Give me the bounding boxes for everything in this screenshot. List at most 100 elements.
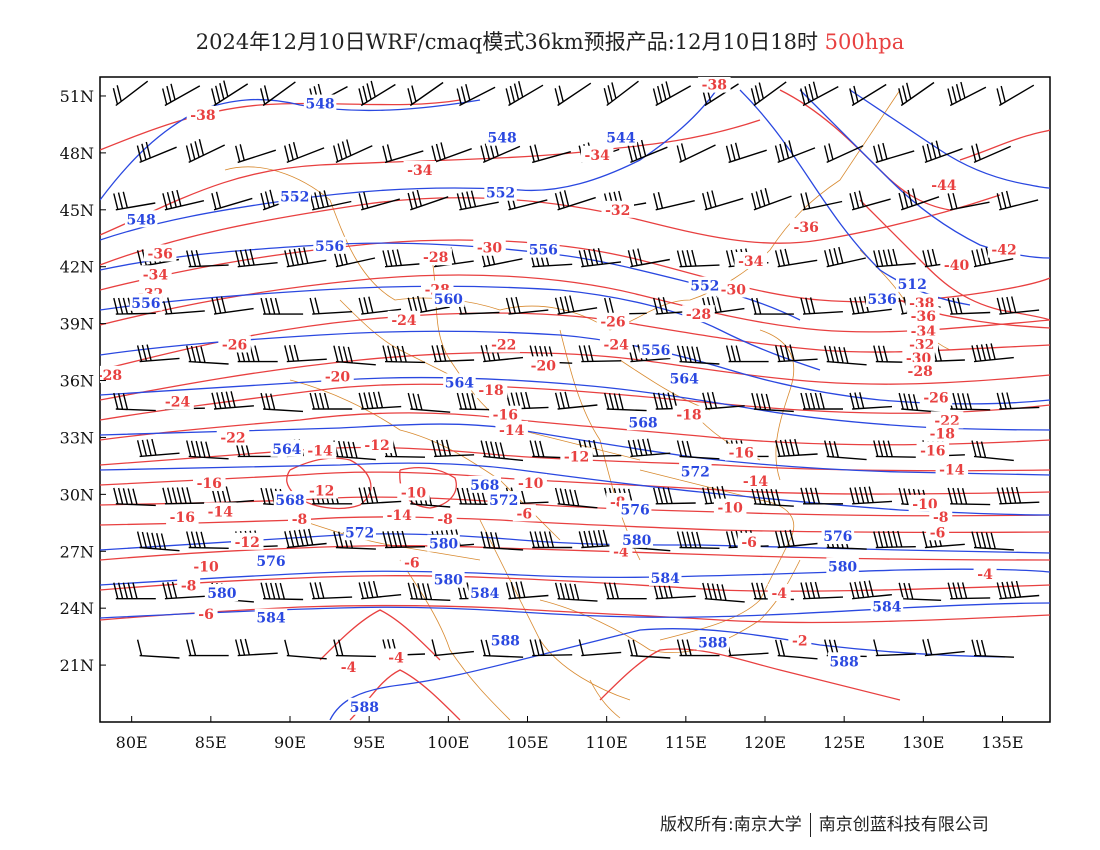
temperature-label-bg bbox=[717, 280, 750, 298]
wind-barb bbox=[873, 142, 915, 164]
height-label-bg bbox=[124, 210, 158, 228]
wind-barb bbox=[996, 84, 1035, 107]
wind-barb bbox=[873, 248, 916, 268]
temperature-label-bg bbox=[166, 508, 199, 526]
wind-barb bbox=[971, 343, 1014, 363]
wind-barb bbox=[431, 142, 472, 164]
temperature-label-bg bbox=[987, 240, 1021, 258]
temperature-label: -40 bbox=[944, 258, 970, 274]
x-tick-label: 85E bbox=[195, 733, 227, 752]
footer-right: 南京创蓝科技有限公司 bbox=[818, 815, 989, 835]
temperature-label: -22 bbox=[220, 430, 245, 446]
wind-barb bbox=[996, 190, 1039, 211]
wind-barb bbox=[849, 486, 893, 505]
wind-barb bbox=[922, 140, 963, 164]
temperature-label-bg bbox=[204, 502, 237, 520]
wind-barb bbox=[480, 343, 524, 363]
height-label: 556 bbox=[529, 243, 558, 259]
temperature-label-bg bbox=[161, 392, 194, 410]
wind-barb bbox=[947, 192, 990, 211]
temperature-label: -4 bbox=[341, 660, 357, 676]
wind-barb bbox=[849, 296, 892, 315]
footer-separator bbox=[809, 813, 811, 837]
temperature-label: -26 bbox=[222, 337, 247, 353]
height-label: 568 bbox=[275, 493, 304, 509]
temperature-label: -16 bbox=[170, 510, 195, 526]
wind-barb bbox=[480, 248, 523, 268]
wind-barb bbox=[113, 297, 156, 315]
wind-barb bbox=[505, 391, 549, 410]
height-label-bg bbox=[668, 369, 701, 387]
height-label-bg bbox=[278, 187, 311, 205]
temperature-label-bg bbox=[940, 255, 973, 273]
y-tick-label: 36N bbox=[60, 372, 94, 391]
x-tick-label: 80E bbox=[116, 733, 148, 752]
temperature-label-bg bbox=[403, 160, 437, 178]
wind-barb bbox=[505, 296, 549, 315]
wind-barb bbox=[309, 297, 353, 315]
wind-barb bbox=[456, 487, 500, 506]
wind-barb bbox=[456, 84, 496, 107]
wind-barb bbox=[554, 391, 598, 410]
wind-barb bbox=[971, 143, 1011, 164]
wind-barb bbox=[898, 392, 942, 413]
x-axis: 80E 85E 90E 95E 100E 105E 110E 115E 120E 125E 130E… bbox=[116, 716, 1024, 752]
wind-barb bbox=[211, 80, 249, 107]
height-label: 536 bbox=[868, 292, 897, 308]
wind-barb bbox=[873, 345, 916, 364]
wind-barb bbox=[627, 639, 671, 659]
temperature-label-bg bbox=[487, 335, 520, 353]
height-label-bg bbox=[205, 584, 239, 601]
temperature-label-bg bbox=[189, 557, 223, 575]
height-label: 588 bbox=[350, 700, 379, 716]
wind-barb bbox=[407, 81, 444, 107]
temperature-label: -4 bbox=[977, 567, 993, 583]
wind-barb bbox=[996, 580, 1040, 600]
height-label: 584 bbox=[872, 599, 901, 615]
wind-barb bbox=[407, 189, 449, 211]
temperature-label: -6 bbox=[741, 535, 757, 551]
wind-barb bbox=[529, 639, 573, 657]
wind-barb bbox=[849, 190, 891, 211]
wind-barb bbox=[898, 582, 942, 601]
wind-barb bbox=[578, 248, 622, 268]
height-label-bg bbox=[489, 631, 522, 649]
height-label-bg bbox=[468, 584, 501, 601]
wind-barb bbox=[407, 582, 451, 601]
temperature-label: -10 bbox=[193, 559, 219, 575]
temperature-label-bg bbox=[383, 506, 416, 524]
wind-barb bbox=[627, 438, 671, 458]
temperature-label-bg bbox=[580, 145, 614, 163]
wind-barb bbox=[529, 440, 573, 459]
wind-barb bbox=[358, 191, 400, 211]
wind-barb bbox=[898, 188, 940, 211]
height-label-bg bbox=[432, 289, 465, 307]
wind-barb bbox=[775, 438, 818, 458]
wind-barb bbox=[113, 191, 156, 211]
temperature-label-bg bbox=[935, 460, 969, 478]
wind-barb bbox=[824, 246, 866, 268]
wind-barb bbox=[284, 344, 327, 363]
temperature-label-bg bbox=[474, 381, 508, 399]
temperature-label: -28 bbox=[686, 307, 711, 323]
wind-barb bbox=[824, 440, 867, 461]
wind-barb bbox=[309, 190, 352, 211]
height-label-bg bbox=[649, 568, 682, 586]
height-label: 552 bbox=[280, 190, 309, 206]
height-label-bg bbox=[626, 413, 660, 431]
temperature-label: -30 bbox=[721, 282, 747, 298]
wind-barb bbox=[971, 639, 1015, 658]
wind-barb bbox=[260, 81, 296, 107]
wind-barb bbox=[407, 295, 450, 315]
temperature-label: -36 bbox=[148, 246, 173, 262]
wind-barb bbox=[260, 392, 304, 413]
temperature-label-bg bbox=[305, 481, 338, 499]
temperature-label-bg bbox=[473, 238, 506, 256]
wind-barb bbox=[725, 142, 767, 164]
temperature-label: -2 bbox=[792, 633, 808, 649]
x-tick-label: 115E bbox=[665, 733, 707, 752]
temperature-label-bg bbox=[682, 305, 715, 323]
temperature-label-bg bbox=[288, 510, 311, 528]
wind-barb bbox=[358, 80, 396, 107]
wind-barb bbox=[235, 440, 278, 458]
